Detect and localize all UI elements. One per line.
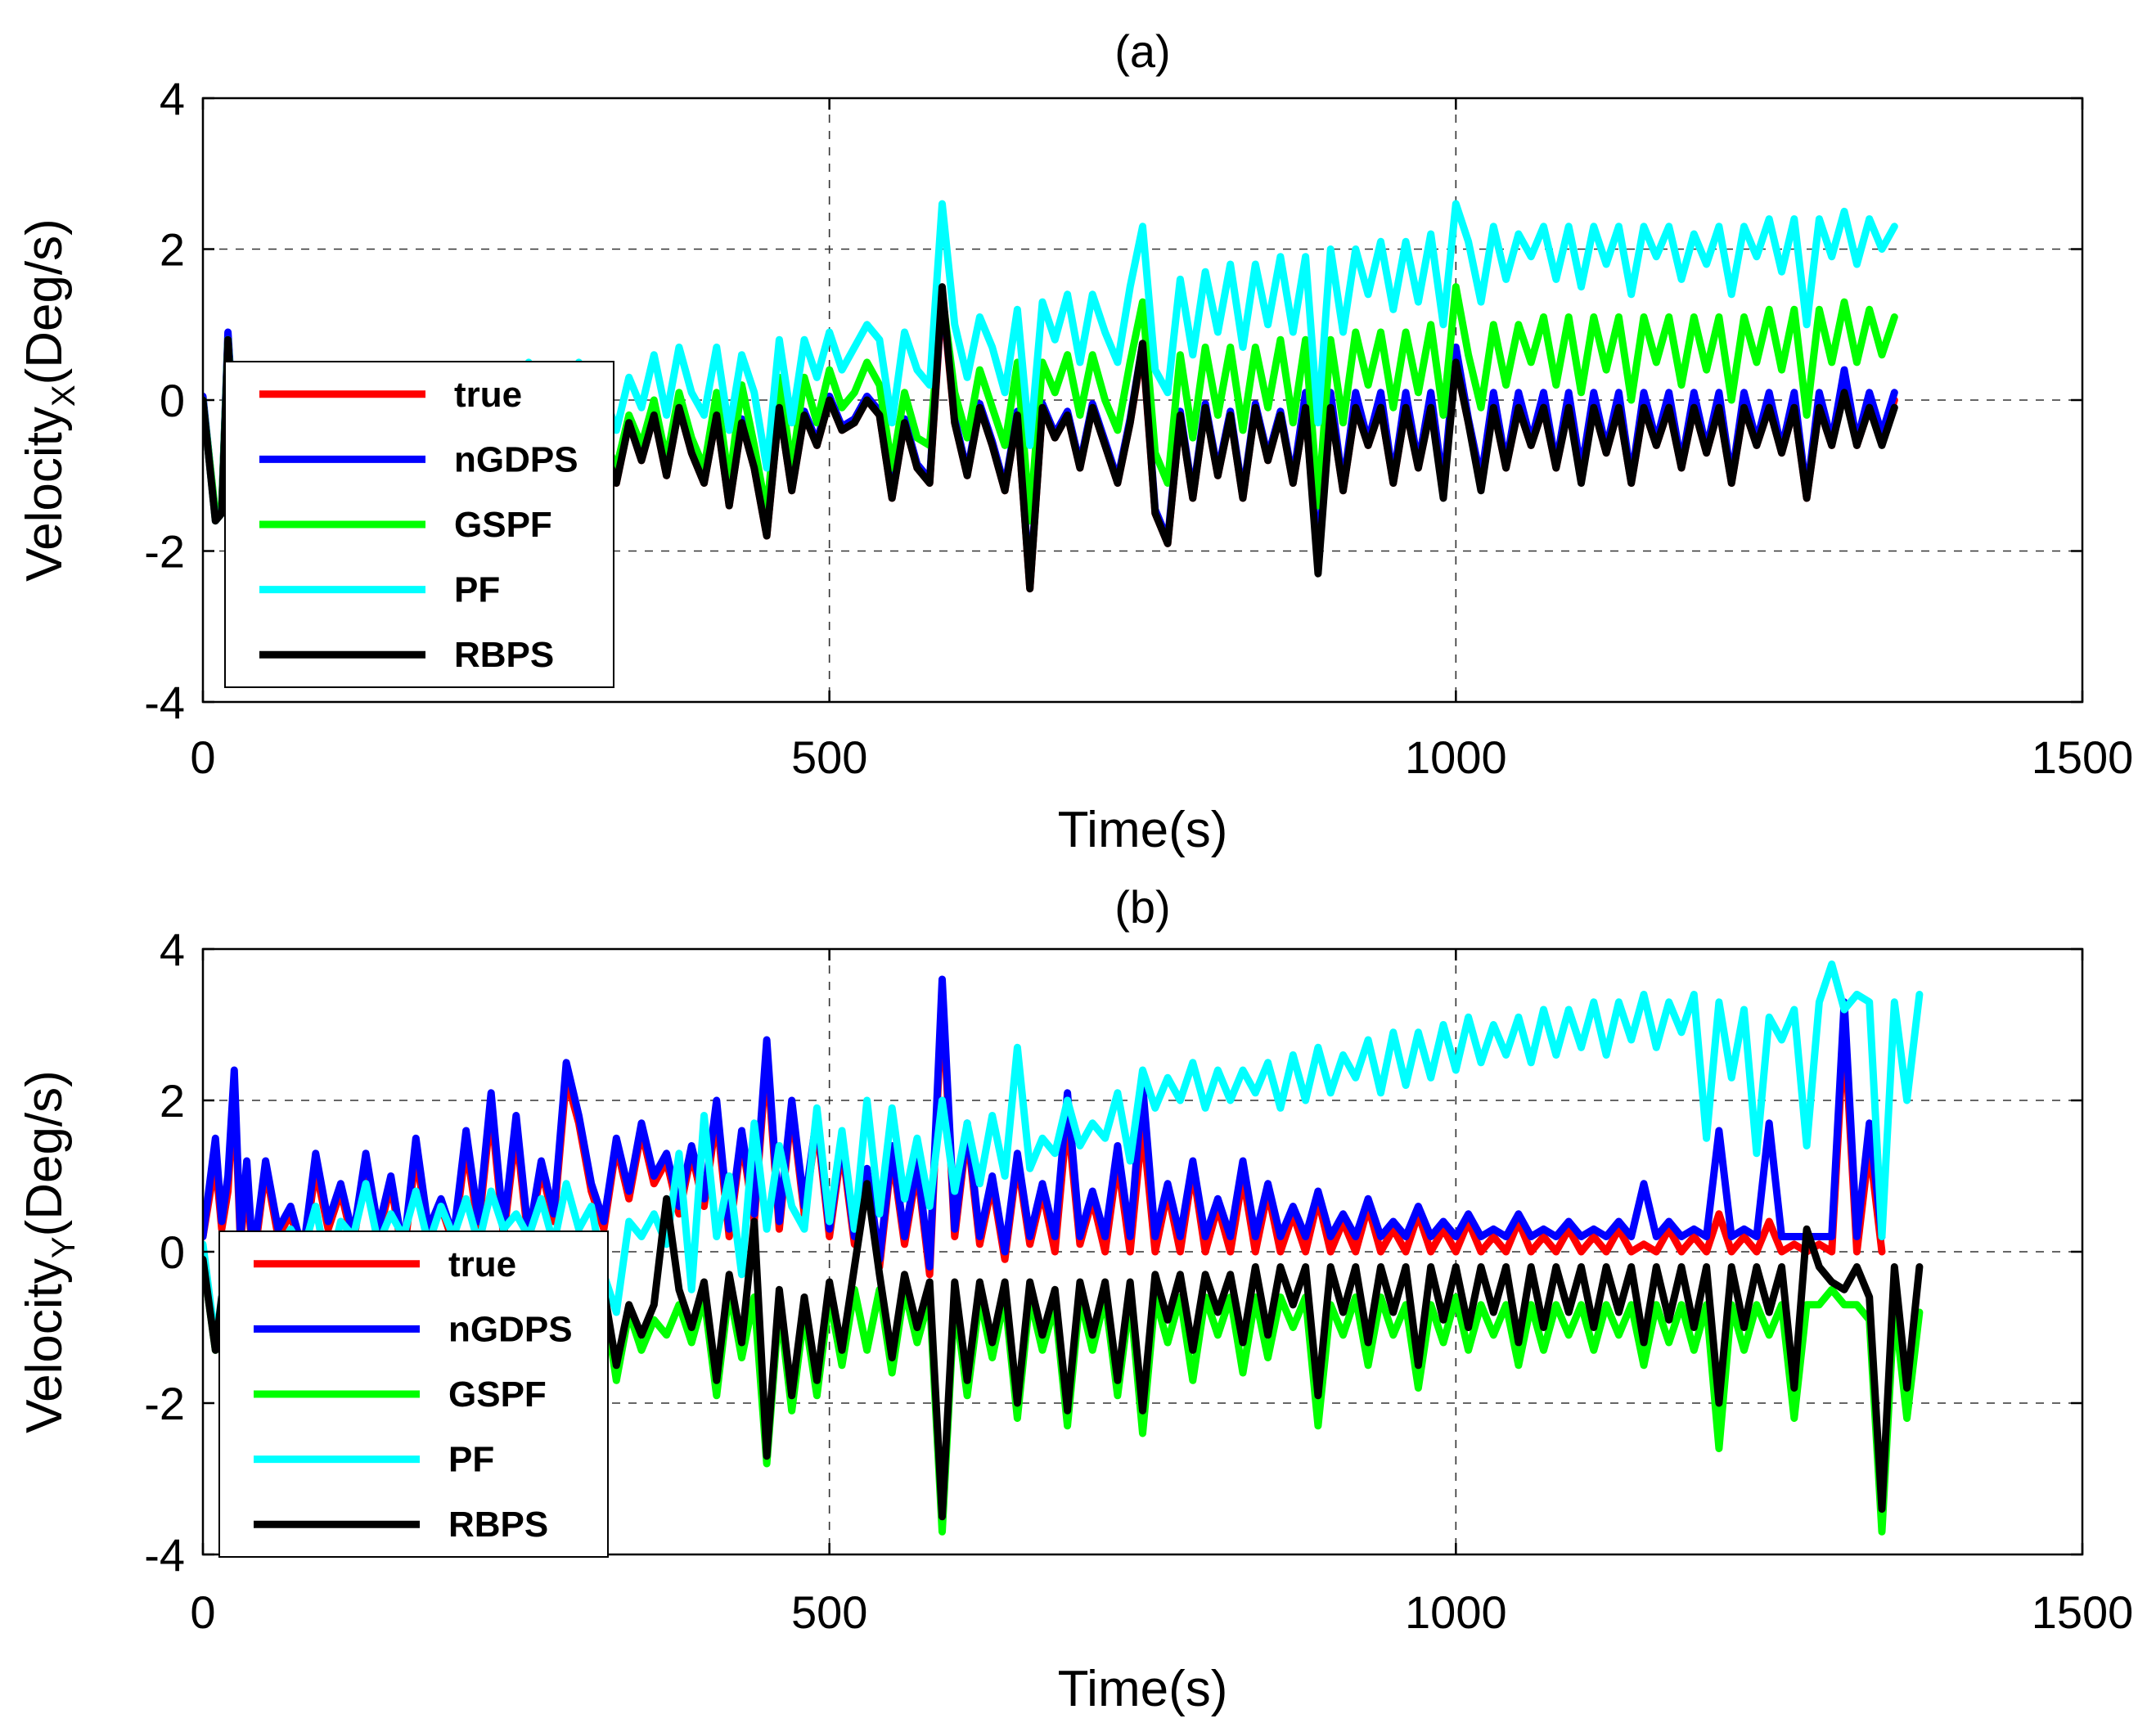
legend-label-pf: PF [448,1440,494,1480]
y-tick-label: 0 [160,1226,185,1278]
legend: true nGDPS GSPF PF RBPS [224,361,614,688]
y-tick-label: -4 [144,677,185,728]
chart-a: 0 500 1000 1500 -4 -2 0 2 4 (a) Time(s) VelocityX(D… [16,25,2133,858]
x-tick-label: 1500 [2032,731,2134,783]
x-tick-label: 1000 [1405,731,1507,783]
y-tick-label: -2 [144,1378,185,1429]
y-tick-label: 4 [160,924,185,975]
chart-title: (b) [1114,881,1170,933]
y-axis-label-unit: (Deg/s) [16,218,73,385]
legend-label-pf: PF [454,570,500,610]
x-tick-label: 0 [190,1586,215,1638]
x-tick-label: 0 [190,731,215,783]
legend-label-gspf: GSPF [454,505,552,545]
y-tick-label: -4 [144,1529,185,1581]
y-axis-label-main: Velocity [16,407,73,582]
legend: true nGDPS GSPF PF RBPS [218,1230,609,1558]
x-tick-label: 500 [791,731,867,783]
y-tick-label: 4 [160,73,185,124]
legend-label-true: true [448,1244,516,1284]
legend-label-ngdps: nGDPS [454,439,578,479]
x-tick-label: 500 [791,1586,867,1638]
y-axis-label-main: Velocity [16,1258,73,1433]
legend-label-gspf: GSPF [448,1374,547,1415]
chart-title: (a) [1114,25,1170,77]
x-tick-label: 1000 [1405,1586,1507,1638]
y-axis-label: VelocityX(Deg/s) [16,218,82,582]
legend-label-rbps: RBPS [454,635,554,675]
series-line-pf [203,960,1924,1347]
legend-label-true: true [454,375,522,415]
y-tick-label: 2 [160,1075,185,1127]
x-axis-label: Time(s) [1058,1661,1228,1717]
y-tick-label: 2 [160,224,185,276]
legend-label-rbps: RBPS [448,1505,548,1545]
chart-b: 0 500 1000 1500 -4 -2 0 2 4 (b) Time(s) VelocityY(D… [16,881,2133,1717]
legend-label-ngdps: nGDPS [448,1309,573,1349]
y-tick-label: 0 [160,375,185,426]
x-tick-label: 1500 [2032,1586,2134,1638]
y-axis-label-unit: (Deg/s) [16,1070,73,1236]
x-axis-label: Time(s) [1058,802,1228,858]
y-axis-label: VelocityY(Deg/s) [16,1070,82,1433]
y-axis-label-subscript: Y [46,1236,82,1258]
y-axis-label-subscript: X [46,385,82,407]
y-tick-label: -2 [144,526,185,578]
